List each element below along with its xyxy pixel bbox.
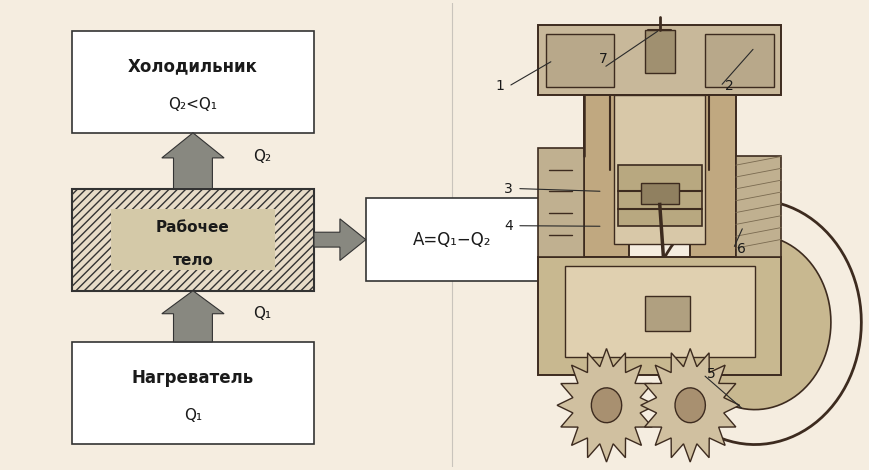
Text: Холодильник: Холодильник xyxy=(128,57,257,75)
Text: A=Q₁−Q₂: A=Q₁−Q₂ xyxy=(413,231,491,249)
Text: 7: 7 xyxy=(599,52,607,65)
Polygon shape xyxy=(545,34,614,86)
Polygon shape xyxy=(583,95,628,257)
Polygon shape xyxy=(640,349,739,462)
Text: 4: 4 xyxy=(503,219,512,233)
FancyBboxPatch shape xyxy=(72,188,314,291)
Polygon shape xyxy=(162,291,224,342)
Polygon shape xyxy=(678,235,830,410)
Polygon shape xyxy=(537,257,780,375)
FancyBboxPatch shape xyxy=(366,198,538,282)
Polygon shape xyxy=(556,349,655,462)
Polygon shape xyxy=(162,133,224,188)
Text: 2: 2 xyxy=(724,79,733,94)
Polygon shape xyxy=(614,95,705,244)
Text: Q₂: Q₂ xyxy=(253,149,271,164)
Polygon shape xyxy=(314,219,366,260)
Text: 1: 1 xyxy=(494,79,504,94)
Text: 6: 6 xyxy=(737,242,746,256)
Polygon shape xyxy=(644,30,674,73)
Text: тело: тело xyxy=(172,252,213,267)
Text: Q₂<Q₁: Q₂<Q₁ xyxy=(169,97,217,112)
Text: Рабочее: Рабочее xyxy=(156,220,229,235)
FancyBboxPatch shape xyxy=(110,210,275,270)
Text: Нагреватель: Нагреватель xyxy=(132,368,254,387)
Polygon shape xyxy=(705,34,773,86)
Polygon shape xyxy=(689,95,735,257)
Polygon shape xyxy=(674,388,705,423)
Text: 5: 5 xyxy=(706,368,715,381)
FancyBboxPatch shape xyxy=(72,342,314,444)
Polygon shape xyxy=(644,296,689,331)
Text: 3: 3 xyxy=(503,181,512,196)
FancyBboxPatch shape xyxy=(72,31,314,133)
Text: Q₁: Q₁ xyxy=(253,306,271,321)
Polygon shape xyxy=(617,165,700,226)
Polygon shape xyxy=(537,25,780,95)
Polygon shape xyxy=(564,266,754,357)
Polygon shape xyxy=(735,157,780,257)
Polygon shape xyxy=(640,183,678,204)
Polygon shape xyxy=(537,148,583,257)
Polygon shape xyxy=(591,388,621,423)
Text: Q₁: Q₁ xyxy=(183,408,202,423)
